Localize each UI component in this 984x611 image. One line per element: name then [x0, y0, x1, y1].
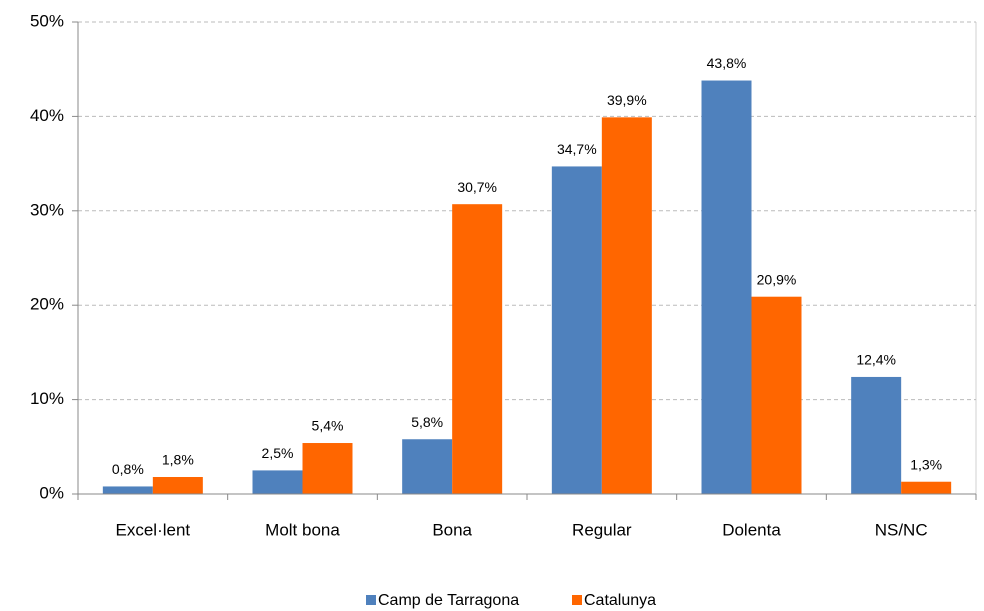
bar — [452, 204, 503, 494]
value-label: 39,9% — [607, 92, 647, 108]
value-label: 43,8% — [707, 55, 747, 71]
value-label: 30,7% — [457, 179, 497, 195]
bar — [751, 296, 802, 494]
bar — [152, 477, 203, 494]
value-label: 34,7% — [557, 141, 597, 157]
y-tick-label: 0% — [39, 483, 64, 502]
value-label: 1,8% — [162, 452, 194, 468]
y-tick-label: 50% — [30, 11, 64, 30]
value-label: 20,9% — [757, 271, 797, 287]
y-tick-label: 40% — [30, 106, 64, 125]
bar — [901, 481, 952, 494]
y-tick-label: 20% — [30, 295, 64, 314]
bar — [701, 80, 752, 494]
legend-label: Camp de Tarragona — [378, 592, 519, 609]
value-label: 5,4% — [312, 418, 344, 434]
x-tick-label: Regular — [572, 520, 632, 539]
x-tick-label: NS/NC — [875, 520, 928, 539]
legend-label: Catalunya — [584, 592, 656, 609]
value-label: 12,4% — [856, 352, 896, 368]
y-tick-label: 10% — [30, 389, 64, 408]
bar — [551, 166, 602, 494]
bar — [402, 439, 453, 494]
y-tick-label: 30% — [30, 200, 64, 219]
value-label: 0,8% — [112, 461, 144, 477]
bar — [601, 117, 652, 495]
value-label: 2,5% — [262, 445, 294, 461]
x-tick-label: Dolenta — [722, 520, 781, 539]
value-label: 5,8% — [411, 414, 443, 430]
x-tick-label: Molt bona — [265, 520, 340, 539]
bar — [302, 443, 353, 494]
bar — [851, 376, 902, 494]
value-label: 1,3% — [910, 456, 942, 472]
x-tick-label: Excel·lent — [116, 520, 191, 539]
legend-swatch — [572, 595, 582, 605]
legend-swatch — [366, 595, 376, 605]
bar — [252, 470, 303, 494]
bar — [102, 486, 153, 494]
x-tick-label: Bona — [432, 520, 472, 539]
